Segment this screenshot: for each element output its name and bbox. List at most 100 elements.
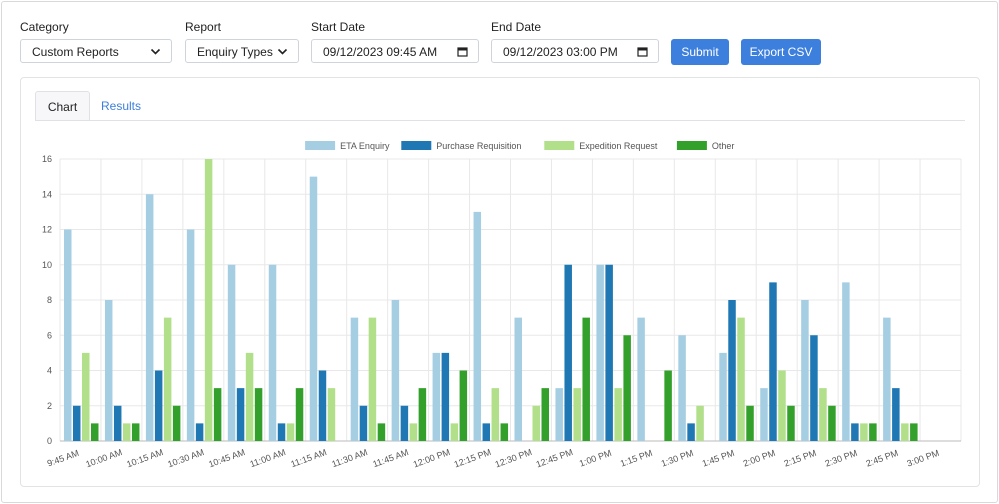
bar-expedition-request <box>327 388 336 441</box>
report-select[interactable]: Enquiry Types <box>185 39 299 63</box>
report-value: Enquiry Types <box>197 45 273 59</box>
bar-other <box>131 423 140 441</box>
legend-swatch <box>676 141 707 150</box>
bar-expedition-request <box>491 388 500 441</box>
bar-expedition-request <box>204 159 213 441</box>
y-tick-label: 8 <box>47 295 52 305</box>
x-tick-label: 9:45 AM <box>46 448 80 469</box>
bar-eta-enquiry <box>637 317 645 441</box>
bar-expedition-request <box>82 352 90 441</box>
bar-purchase-requisition <box>564 264 572 441</box>
y-tick-label: 0 <box>47 436 52 446</box>
x-tick-label: 1:00 PM <box>578 448 613 469</box>
tab-chart[interactable]: Chart <box>35 91 90 121</box>
bar-eta-enquiry <box>801 300 809 441</box>
x-tick-label: 12:30 PM <box>494 447 534 470</box>
bar-eta-enquiry <box>473 211 482 441</box>
bar-eta-enquiry <box>186 229 195 441</box>
bar-purchase-requisition <box>851 423 859 441</box>
category-select[interactable]: Custom Reports <box>20 39 172 63</box>
bar-chart: 0 2 4 6 8 10 12 14 16 9:45 AM 10:00 AM 10:15 AM 10:3… <box>42 141 962 470</box>
x-tick-label: 12:00 PM <box>412 447 452 470</box>
submit-button[interactable]: Submit <box>671 39 729 65</box>
bar-other <box>377 423 386 441</box>
end-date-input[interactable]: 09/12/2023 03:00 PM <box>491 39 659 63</box>
bar-eta-enquiry <box>432 352 441 441</box>
bar-purchase-requisition <box>73 405 81 441</box>
calendar-icon[interactable] <box>457 46 468 57</box>
x-tick-label: 3:00 PM <box>906 448 941 469</box>
bar-expedition-request <box>286 423 295 441</box>
bar-expedition-request <box>696 405 704 441</box>
bar-purchase-requisition <box>236 388 245 441</box>
legend-swatch <box>401 141 432 150</box>
end-date-label: End Date <box>491 20 542 34</box>
export-csv-button[interactable]: Export CSV <box>741 39 821 65</box>
bar-expedition-request <box>778 370 786 441</box>
bar-purchase-requisition <box>482 423 491 441</box>
bar-purchase-requisition <box>400 405 409 441</box>
bar-purchase-requisition <box>277 423 286 441</box>
bar-other <box>254 388 263 441</box>
start-date-input[interactable]: 09/12/2023 09:45 AM <box>311 39 479 63</box>
bar-expedition-request <box>901 423 909 441</box>
bar-other <box>500 423 509 441</box>
bar-eta-enquiry <box>883 317 891 441</box>
bar-eta-enquiry <box>64 229 72 441</box>
tab-results[interactable]: Results <box>100 99 141 113</box>
chevron-down-icon <box>277 48 288 55</box>
y-tick-label: 12 <box>42 225 52 235</box>
bar-eta-enquiry <box>391 300 400 441</box>
bar-other <box>869 423 877 441</box>
legend-label: Expedition Request <box>579 141 658 151</box>
x-tick-label: 10:15 AM <box>125 447 164 469</box>
bar-purchase-requisition <box>318 370 327 441</box>
bar-expedition-request <box>122 423 131 441</box>
category-value: Custom Reports <box>32 45 119 59</box>
x-tick-label: 12:45 PM <box>535 447 575 470</box>
y-tick-label: 4 <box>47 366 52 376</box>
y-tick-label: 2 <box>47 401 52 411</box>
bar-purchase-requisition <box>892 388 900 441</box>
bar-other <box>459 370 468 441</box>
x-tick-label: 2:45 PM <box>865 448 900 469</box>
legend-swatch <box>544 141 575 150</box>
bar-other <box>623 335 631 441</box>
bar-other <box>787 405 795 441</box>
legend-label: Other <box>712 141 735 151</box>
bar-eta-enquiry <box>145 194 154 441</box>
bar-eta-enquiry <box>842 282 850 441</box>
bar-purchase-requisition <box>441 352 450 441</box>
x-tick-label: 2:00 PM <box>742 448 777 469</box>
bar-other <box>295 388 304 441</box>
bar-other <box>91 423 99 441</box>
start-date-value: 09/12/2023 09:45 AM <box>323 45 438 59</box>
category-label: Category <box>20 20 69 34</box>
end-date-value: 09/12/2023 03:00 PM <box>503 45 618 59</box>
bar-purchase-requisition <box>154 370 163 441</box>
x-tick-label: 10:00 AM <box>84 447 123 469</box>
bar-other <box>213 388 222 441</box>
x-tick-label: 10:45 AM <box>207 447 246 469</box>
bar-eta-enquiry <box>596 264 604 441</box>
bar-expedition-request <box>860 423 868 441</box>
x-tick-label: 1:45 PM <box>701 448 736 469</box>
bar-eta-enquiry <box>104 300 113 441</box>
calendar-icon[interactable] <box>637 46 648 57</box>
y-tick-label: 16 <box>42 154 52 164</box>
bar-expedition-request <box>819 388 827 441</box>
bar-eta-enquiry <box>555 388 563 441</box>
bar-expedition-request <box>163 317 172 441</box>
y-tick-label: 6 <box>47 330 52 340</box>
bar-purchase-requisition <box>769 282 777 441</box>
bar-expedition-request <box>368 317 377 441</box>
bar-expedition-request <box>532 405 540 441</box>
x-tick-label: 11:45 AM <box>371 447 410 469</box>
bar-eta-enquiry <box>678 335 686 441</box>
legend-label: Purchase Requisition <box>436 141 521 151</box>
report-label: Report <box>185 20 222 34</box>
bar-purchase-requisition <box>359 405 368 441</box>
bar-expedition-request <box>409 423 418 441</box>
chart-card: Chart Results 0 2 4 6 8 10 12 14 16 9:45 AM 10:00 … <box>20 77 980 487</box>
bar-purchase-requisition <box>810 335 818 441</box>
